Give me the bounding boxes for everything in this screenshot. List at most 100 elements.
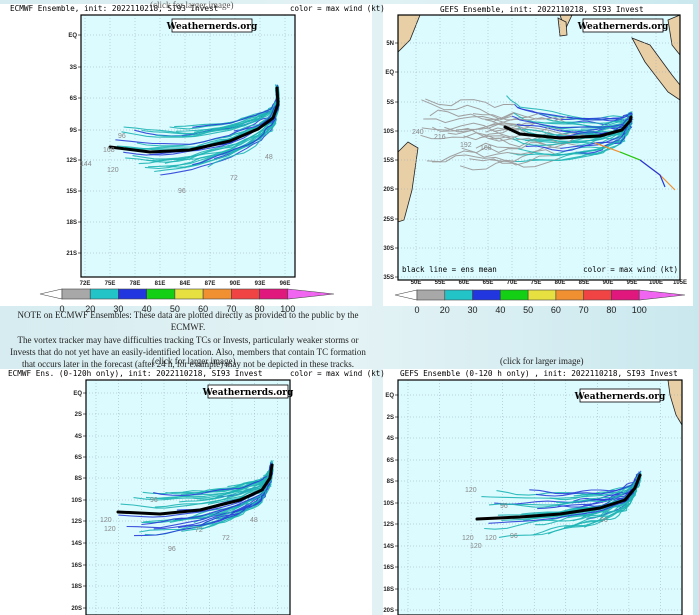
forecast-hour-label: 72 <box>230 175 238 182</box>
forecast-hour-label: 96 <box>500 503 508 510</box>
watermark-box <box>579 388 661 403</box>
panel-title: ECMWF Ensemble, init: 2022110218, SI93 I… <box>10 4 218 13</box>
colorbar-label: 50 <box>170 304 180 314</box>
forecast-hour-label: 120 <box>104 526 116 533</box>
click-larger-link-left[interactable]: (click for larger image) <box>152 356 236 366</box>
latitude-label: 8S <box>387 479 394 485</box>
panel-title: ECMWF Ens. (0-120h only), init: 20221102… <box>8 369 263 378</box>
map-frame <box>80 14 296 278</box>
forecast-hour-label: 192 <box>460 142 472 149</box>
longitude-label: 81E <box>155 281 166 287</box>
latitude-label: EQ <box>385 393 394 399</box>
colorbar-label: 0 <box>414 305 419 315</box>
forecast-hour-label: 72 <box>222 535 230 542</box>
latitude-label: 9S <box>70 128 77 134</box>
latitude-label: 4S <box>387 436 394 442</box>
forecast-hour-label: 72 <box>195 527 203 534</box>
forecast-hour-label: 216 <box>434 134 446 141</box>
ensemble-track-weak <box>421 99 513 121</box>
latitude-label: 3S <box>70 65 77 71</box>
forecast-hour-label: 120 <box>465 487 477 494</box>
latitude-label: 35S <box>383 275 394 281</box>
map-panel-2 <box>83 379 291 615</box>
latitude-label: 30S <box>383 246 394 252</box>
map-panel-0 <box>39 14 335 300</box>
color-legend-label: color = max wind (kt) <box>583 265 678 274</box>
ensemble-track <box>546 114 632 124</box>
latitude-label: EQ <box>73 391 82 397</box>
longitude-label: 60E <box>459 280 470 286</box>
latitude-label: 20S <box>383 187 394 193</box>
longitude-label: 70E <box>507 280 518 286</box>
forecast-hour-label: 120 <box>470 543 482 550</box>
colorbar-segment <box>146 288 176 300</box>
ecmwf-note: NOTE on ECMWF Ensembles: These data are … <box>0 309 376 370</box>
longitude-label: 80E <box>555 280 566 286</box>
latitude-label: 6S <box>70 96 77 102</box>
colorbar-label: 70 <box>226 304 236 314</box>
forecast-hour-label: 120 <box>462 535 474 542</box>
colorbar-label: 80 <box>606 305 616 315</box>
ensemble-track-weak <box>420 132 513 142</box>
longitude-label: 50E <box>411 280 422 286</box>
latitude-label: 5N <box>386 41 394 47</box>
map-frame <box>397 379 683 615</box>
watermark-logo: Weathernerds.org <box>202 388 294 398</box>
latitude-label: 5S <box>387 100 394 106</box>
forecast-hour-label: 144 <box>80 161 92 168</box>
latitude-label: 16S <box>383 565 394 571</box>
forecast-hour-label: 168 <box>480 145 492 152</box>
latitude-label: 2S <box>387 415 394 421</box>
longitude-label: 90E <box>230 281 241 287</box>
colorbar-low-arrow <box>394 289 418 301</box>
map-panel-3 <box>395 379 683 615</box>
ensemble-mean-track <box>475 473 642 521</box>
forecast-hour-label: 48 <box>250 517 258 524</box>
latitude-label: 6S <box>75 455 82 461</box>
click-larger-link-right[interactable]: (click for larger image) <box>500 356 584 366</box>
ensemble-mean-track <box>108 86 280 154</box>
colorbar-label: 60 <box>551 305 561 315</box>
longitude-label: 72E <box>80 281 91 287</box>
ensemble-track-weak <box>475 141 561 149</box>
longitude-label: 85E <box>579 280 590 286</box>
ensemble-track-weak <box>421 122 518 132</box>
color-legend-label: color = max wind (kt) <box>290 369 385 378</box>
latitude-label: 18S <box>383 587 394 593</box>
forecast-hour-label: 96 <box>178 188 186 195</box>
latitude-label: 10S <box>71 498 82 504</box>
top-caption[interactable]: (click for larger image) <box>150 0 234 10</box>
longitude-label: 100E <box>649 280 663 286</box>
ensemble-track <box>556 116 634 138</box>
forecast-hour-label: 120 <box>107 167 119 174</box>
ensemble-track <box>550 119 632 157</box>
latitude-label: EQ <box>385 70 394 76</box>
ensemble-track-weak <box>461 147 557 158</box>
colorbar-label: 100 <box>280 304 295 314</box>
forecast-hour-label: 96 <box>510 533 518 540</box>
latitude-label: 21S <box>66 251 77 257</box>
ensemble-track-strong <box>639 159 666 188</box>
longitude-label: 75E <box>531 280 542 286</box>
latitude-label: 16S <box>71 563 82 569</box>
colorbar-segment <box>61 288 91 300</box>
forecast-hour-label: 96 <box>600 517 608 524</box>
latitude-label: 18S <box>71 584 82 590</box>
colorbar-label: 60 <box>198 304 208 314</box>
watermark-logo: Weathernerds.org <box>574 392 666 402</box>
latitude-label: 10S <box>383 129 394 135</box>
ensemble-track-weak <box>491 129 585 139</box>
latitude-label: 18S <box>66 220 77 226</box>
forecast-hour-label: 48 <box>265 154 273 161</box>
ensemble-track <box>535 473 642 497</box>
ensemble-track-weak <box>423 115 517 125</box>
colorbar-segment <box>259 288 289 300</box>
colorbar-label: 70 <box>579 305 589 315</box>
colorbar-label: 0 <box>59 304 64 314</box>
colorbar-segment <box>416 289 446 301</box>
ensemble-track-weak <box>447 112 540 135</box>
ensemble-track-weak <box>459 155 551 171</box>
longitude-label: 55E <box>435 280 446 286</box>
ensemble-track <box>567 112 633 120</box>
